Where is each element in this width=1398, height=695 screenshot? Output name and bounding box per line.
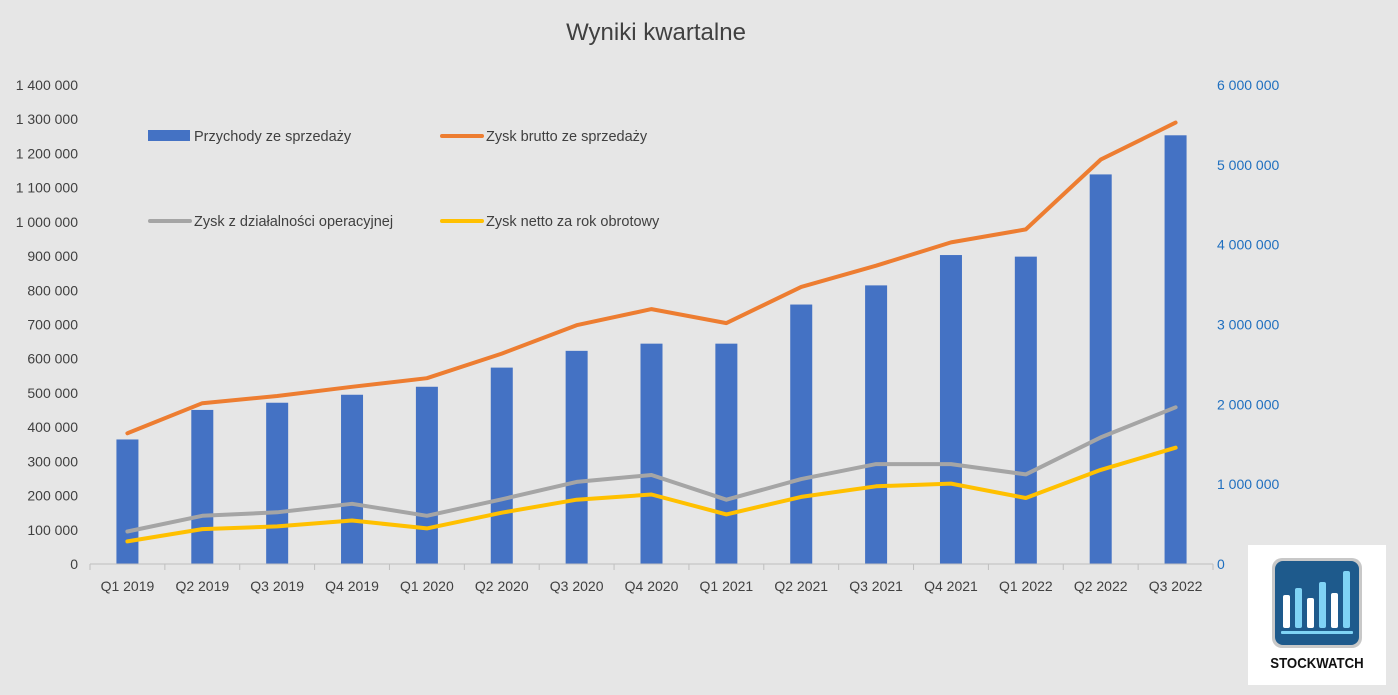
bar [415, 386, 438, 564]
left-tick-label: 600 000 [27, 351, 78, 367]
left-tick-label: 900 000 [27, 248, 78, 264]
right-tick-label: 0 [1217, 556, 1225, 572]
legend-item: Przychody ze sprzedaży [148, 129, 352, 145]
x-axis: Q1 2019 Q2 2019 Q3 2019 Q4 2019 Q1 2020 Q2 20… [89, 564, 1214, 594]
right-tick-label: 3 000 000 [1217, 317, 1279, 333]
legend-swatch [148, 130, 190, 141]
left-tick-label: 700 000 [27, 317, 78, 333]
stockwatch-logo-text: STOCKWATCH [1270, 655, 1364, 672]
x-tick-label: Q1 2020 [400, 578, 454, 594]
legend: Przychody ze sprzedaży Zysk brutto ze spr… [148, 129, 660, 230]
left-tick-label: 500 000 [27, 385, 78, 401]
legend-label: Zysk z działalności operacyjnej [194, 214, 393, 230]
x-tick-label: Q4 2019 [325, 578, 379, 594]
line-series [125, 120, 1178, 544]
stockwatch-logo-icon [1272, 558, 1362, 648]
left-tick-label: 0 [70, 556, 78, 572]
legend-label: Przychody ze sprzedaży [194, 129, 352, 145]
line-series-path [125, 445, 1178, 544]
bar [490, 367, 513, 564]
x-tick-label: Q3 2022 [1149, 578, 1203, 594]
legend-label: Zysk netto za rok obrotowy [486, 214, 660, 230]
right-tick-label: 2 000 000 [1217, 396, 1279, 412]
chart-title: Wyniki kwartalne [566, 19, 746, 46]
line-series-path [125, 120, 1178, 436]
x-tick-label: Q3 2021 [849, 578, 903, 594]
left-tick-label: 1 400 000 [16, 77, 78, 93]
x-tick-label: Q2 2021 [774, 578, 828, 594]
bar [1164, 135, 1187, 565]
x-tick-label: Q3 2020 [550, 578, 604, 594]
left-tick-label: 100 000 [27, 522, 78, 538]
right-axis: 0 1 000 000 2 000 000 3 000 000 4 000 000 5 0… [1217, 77, 1279, 572]
left-tick-label: 1 300 000 [16, 111, 78, 127]
bar [790, 304, 813, 564]
x-tick-label: Q3 2019 [250, 578, 304, 594]
x-tick-label: Q4 2020 [625, 578, 679, 594]
left-tick-label: 400 000 [27, 419, 78, 435]
left-tick-label: 1 200 000 [16, 145, 78, 161]
left-axis: 0 100 000 200 000 300 000 400 000 500 000 600 … [16, 77, 79, 572]
right-tick-label: 1 000 000 [1217, 476, 1279, 492]
x-tick-label: Q1 2022 [999, 578, 1053, 594]
x-tick-label: Q1 2019 [101, 578, 155, 594]
x-tick-label: Q2 2019 [175, 578, 229, 594]
bar [939, 255, 962, 565]
bar [865, 285, 888, 564]
x-tick-label: Q2 2022 [1074, 578, 1128, 594]
x-tick-label: Q2 2020 [475, 578, 529, 594]
bar [1014, 256, 1037, 564]
bar [191, 409, 214, 564]
x-tick-label: Q4 2021 [924, 578, 978, 594]
right-tick-label: 5 000 000 [1217, 157, 1279, 173]
legend-item: Zysk brutto ze sprzedaży [440, 129, 648, 145]
left-tick-label: 1 100 000 [16, 180, 78, 196]
bar [1089, 174, 1112, 564]
bar [341, 394, 364, 564]
bar [116, 439, 139, 564]
x-tick-label: Q1 2021 [700, 578, 754, 594]
right-tick-label: 6 000 000 [1217, 77, 1279, 93]
bar [565, 350, 588, 564]
bar [640, 343, 663, 564]
right-tick-label: 4 000 000 [1217, 237, 1279, 253]
left-tick-label: 300 000 [27, 453, 78, 469]
bar [266, 402, 289, 564]
stockwatch-logo: STOCKWATCH [1248, 545, 1386, 685]
line-series-path [125, 405, 1178, 534]
left-tick-label: 800 000 [27, 282, 78, 298]
bar-series [116, 135, 1187, 565]
legend-item: Zysk netto za rok obrotowy [440, 214, 660, 230]
bar [715, 343, 738, 564]
left-tick-label: 200 000 [27, 488, 78, 504]
left-tick-label: 1 000 000 [16, 214, 78, 230]
legend-label: Zysk brutto ze sprzedaży [486, 129, 648, 145]
legend-item: Zysk z działalności operacyjnej [148, 214, 393, 230]
